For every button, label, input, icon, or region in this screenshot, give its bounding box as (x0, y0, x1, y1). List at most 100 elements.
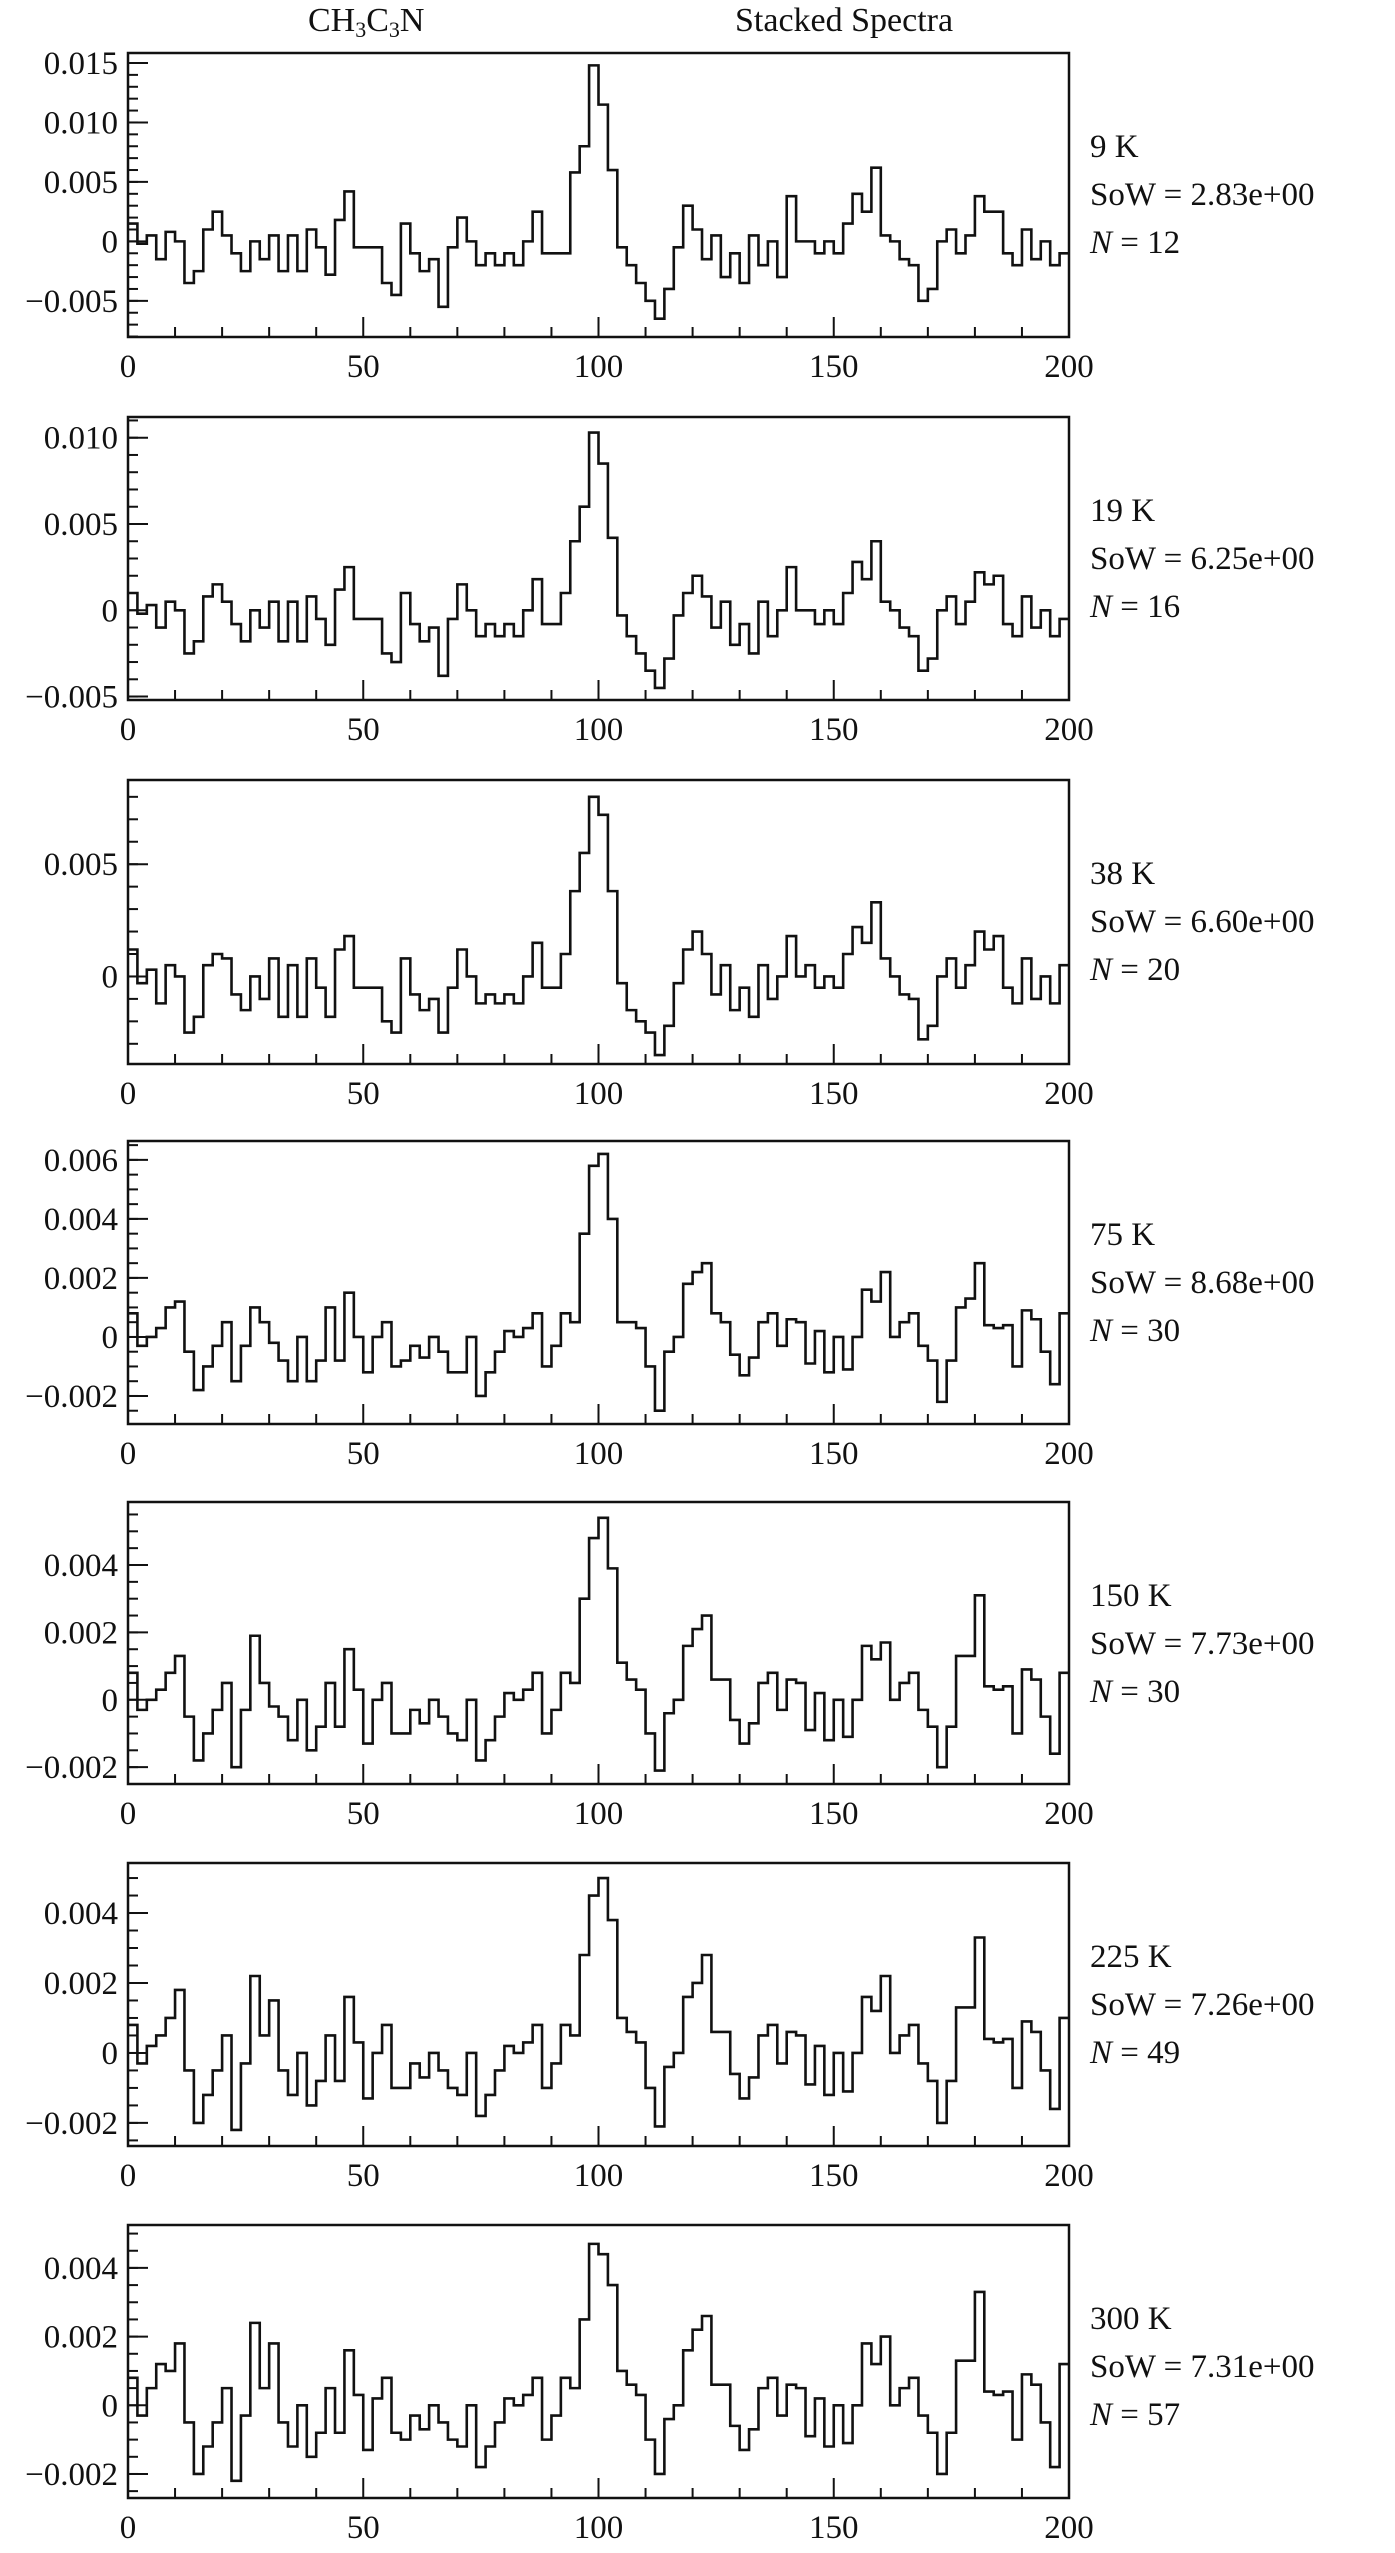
temperature-label: 38 K (1090, 856, 1155, 892)
spectrum-panel: 0 50 100 150 200 0.005 0 38 K SoW = 6.60e+00 N = … (44, 778, 1315, 1112)
x-tick-label: 200 (1044, 1076, 1094, 1112)
y-tick-label: 0 (102, 1320, 119, 1356)
spectrum-step-line (128, 431, 1069, 690)
y-tick-label: 0 (102, 593, 119, 629)
n-label: N = 20 (1089, 952, 1180, 988)
spectrum-step-line (128, 1876, 1069, 2132)
plot-frame (126, 1500, 1071, 1786)
x-tick-label: 150 (809, 1436, 859, 1472)
x-tick-label: 100 (574, 349, 624, 385)
equals-sign: = (1155, 1987, 1190, 2023)
y-tick-label: 0.005 (44, 847, 118, 883)
x-tick-label: 150 (809, 2510, 859, 2546)
y-tick-label: −0.002 (25, 2457, 118, 2493)
n-label: N = 57 (1089, 2397, 1180, 2433)
y-tick-label: −0.005 (25, 284, 118, 320)
sow-value: 2.83e+00 (1191, 177, 1315, 213)
n-value: 12 (1147, 225, 1180, 261)
equals-sign: = (1112, 589, 1147, 625)
equals-sign: = (1112, 2397, 1147, 2433)
y-tick-label: 0.010 (44, 105, 118, 141)
y-tick-label: −0.002 (25, 2106, 118, 2142)
temperature-label: 150 K (1090, 1578, 1172, 1614)
temperature-label: 225 K (1090, 1939, 1172, 1975)
temperature-label: 19 K (1090, 493, 1155, 529)
sow-value: 8.68e+00 (1191, 1265, 1315, 1301)
x-tick-label: 0 (120, 2158, 137, 2194)
x-tick-label: 150 (809, 2158, 859, 2194)
y-tick-label: 0 (102, 2388, 119, 2424)
sow-label: SoW = 7.26e+00 (1090, 1987, 1315, 2023)
y-tick-label: 0.015 (44, 46, 118, 82)
x-tick-label: 100 (574, 1436, 624, 1472)
temperature-label: 9 K (1090, 129, 1139, 165)
n-label: N = 30 (1089, 1674, 1180, 1710)
sow-label: SoW = 7.31e+00 (1090, 2349, 1315, 2385)
n-value: 57 (1147, 2397, 1180, 2433)
x-tick-label: 200 (1044, 712, 1094, 748)
y-tick-label: −0.002 (25, 1750, 118, 1786)
figure-title: Stacked Spectra (735, 2, 954, 39)
n-label: N = 12 (1089, 225, 1180, 261)
sow-value: 6.60e+00 (1191, 904, 1315, 940)
y-tick-label: 0 (102, 224, 119, 260)
n-value: 30 (1147, 1674, 1180, 1710)
x-tick-label: 100 (574, 1076, 624, 1112)
spectrum-step-line (128, 64, 1069, 320)
molecule-part: CH (308, 2, 356, 39)
plot-frame (126, 778, 1071, 1066)
sow-label: SoW = 7.73e+00 (1090, 1626, 1315, 1662)
x-tick-label: 150 (809, 1076, 859, 1112)
equals-sign: = (1155, 904, 1190, 940)
n-name: N (1089, 2035, 1114, 2071)
n-label: N = 16 (1089, 589, 1180, 625)
equals-sign: = (1112, 225, 1147, 261)
molecule-part: C (366, 2, 389, 39)
sow-label: SoW = 6.25e+00 (1090, 541, 1315, 577)
y-tick-label: 0.010 (44, 421, 118, 457)
y-tick-label: 0.006 (44, 1143, 118, 1179)
n-name: N (1089, 2397, 1114, 2433)
equals-sign: = (1112, 2035, 1147, 2071)
x-tick-label: 100 (574, 712, 624, 748)
y-tick-label: 0 (102, 1683, 119, 1719)
y-tick-label: 0.004 (44, 2251, 118, 2287)
sow-name: SoW (1090, 177, 1157, 213)
equals-sign: = (1155, 1265, 1190, 1301)
temperature-label: 75 K (1090, 1217, 1155, 1253)
x-tick-label: 0 (120, 349, 137, 385)
equals-sign: = (1155, 541, 1190, 577)
y-tick-label: 0.002 (44, 1615, 118, 1651)
x-tick-label: 0 (120, 1436, 137, 1472)
x-tick-label: 200 (1044, 1436, 1094, 1472)
n-name: N (1089, 589, 1114, 625)
x-tick-label: 100 (574, 2158, 624, 2194)
n-label: N = 30 (1089, 1313, 1180, 1349)
n-value: 20 (1147, 952, 1180, 988)
sow-name: SoW (1090, 541, 1157, 577)
y-tick-label: 0 (102, 2036, 119, 2072)
sow-label: SoW = 2.83e+00 (1090, 177, 1315, 213)
equals-sign: = (1155, 177, 1190, 213)
y-tick-label: 0.004 (44, 1548, 118, 1584)
x-tick-label: 50 (347, 349, 380, 385)
y-tick-label: −0.002 (25, 1379, 118, 1415)
x-tick-label: 0 (120, 2510, 137, 2546)
temperature-label: 300 K (1090, 2301, 1172, 2337)
y-tick-label: 0.004 (44, 1896, 118, 1932)
y-tick-label: 0.002 (44, 1966, 118, 2002)
sow-value: 7.26e+00 (1191, 1987, 1315, 2023)
y-tick-label: 0.005 (44, 507, 118, 543)
equals-sign: = (1112, 952, 1147, 988)
y-tick-label: 0 (102, 959, 119, 995)
plot-frame (126, 1139, 1071, 1426)
n-name: N (1089, 225, 1114, 261)
x-tick-label: 200 (1044, 1796, 1094, 1832)
molecule-subscript: 3 (355, 17, 367, 42)
x-tick-label: 50 (347, 2158, 380, 2194)
